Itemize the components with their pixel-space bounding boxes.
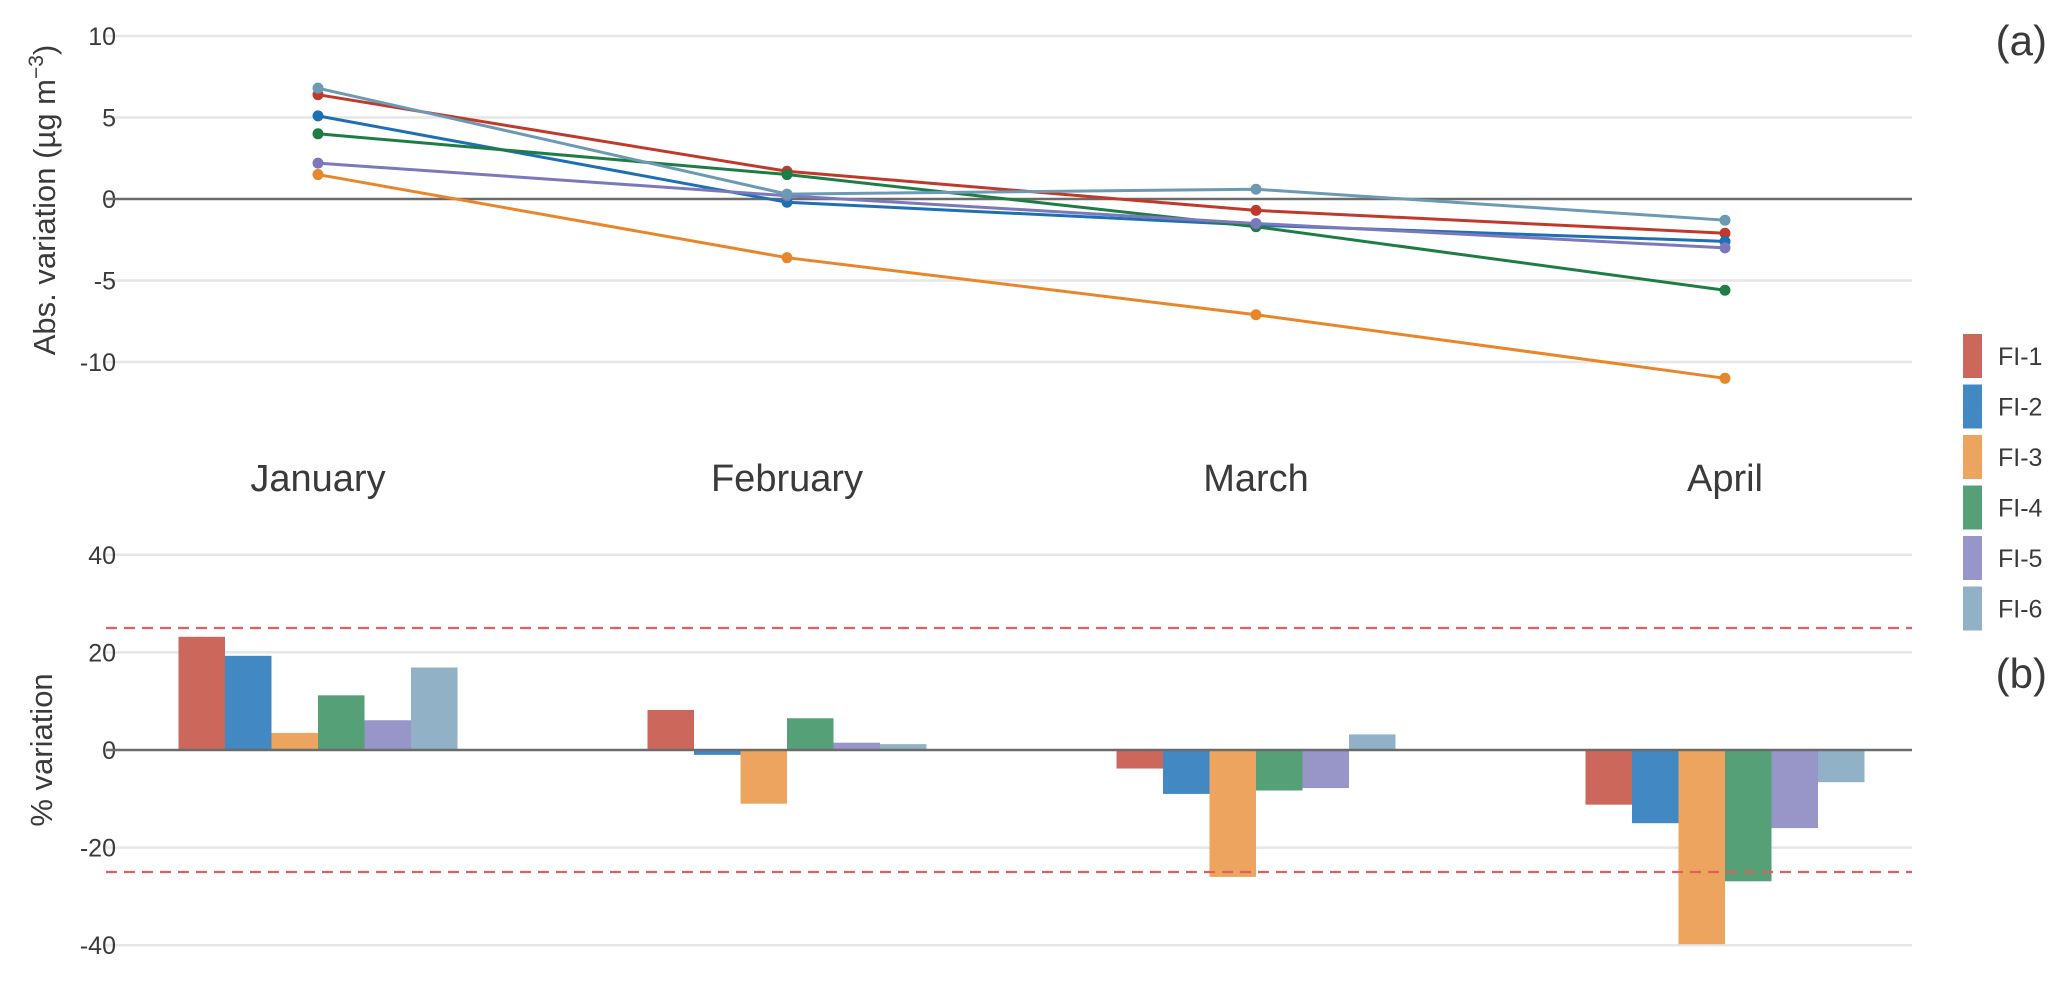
legend-label: FI-6 xyxy=(1998,596,2042,624)
y-axis-label-a: Abs. variation (µg m−3) xyxy=(25,45,62,356)
data-point-FI-2 xyxy=(312,110,324,122)
panel-label-b: (b) xyxy=(1996,650,2047,697)
bar-FI-5 xyxy=(1302,750,1349,789)
data-point-FI-4 xyxy=(781,169,793,181)
bar-FI-4 xyxy=(1725,750,1772,882)
legend-swatch-FI-4 xyxy=(1963,485,1982,530)
x-tick-label: January xyxy=(250,458,385,500)
bar-FI-2 xyxy=(1632,750,1679,824)
panel-label-a: (a) xyxy=(1996,17,2047,64)
bar-FI-6 xyxy=(1818,750,1865,783)
bar-FI-3 xyxy=(1678,750,1725,945)
bar-FI-5 xyxy=(1771,750,1818,829)
legend-label: FI-3 xyxy=(1998,444,2042,472)
bar-FI-3 xyxy=(1209,750,1256,877)
y-tick-label-a: 5 xyxy=(102,105,116,133)
y-tick-label-b: -20 xyxy=(80,835,116,863)
legend-swatch-FI-1 xyxy=(1963,334,1982,378)
series-line-FI-4 xyxy=(317,132,1726,292)
bar-FI-2 xyxy=(694,750,741,755)
series-line-FI-6 xyxy=(317,86,1726,222)
bar-FI-2 xyxy=(225,655,272,750)
legend-swatch-FI-5 xyxy=(1963,536,1982,580)
legend-swatch-FI-2 xyxy=(1963,384,1982,429)
y-tick-label-b: 40 xyxy=(88,542,116,570)
data-point-FI-6 xyxy=(312,82,324,94)
panel-b: 40200-20-40% variation(b) xyxy=(24,542,2047,960)
legend-swatch-FI-6 xyxy=(1963,586,1982,631)
legend-label: FI-2 xyxy=(1998,394,2042,422)
data-point-FI-1 xyxy=(1250,204,1262,216)
legend-swatch-FI-3 xyxy=(1963,435,1982,479)
legend-label: FI-1 xyxy=(1998,343,2042,371)
bar-FI-1 xyxy=(1116,750,1163,769)
series-line-FI-2 xyxy=(317,114,1726,243)
x-tick-label: April xyxy=(1687,458,1763,500)
bar-FI-6 xyxy=(1349,734,1396,750)
bar-FI-4 xyxy=(1256,750,1303,791)
data-point-FI-3 xyxy=(312,169,324,181)
data-point-FI-5 xyxy=(1719,242,1731,254)
data-point-FI-3 xyxy=(781,252,793,264)
bar-FI-6 xyxy=(880,744,927,750)
legend-label: FI-4 xyxy=(1998,495,2043,523)
legend-label: FI-5 xyxy=(1998,545,2042,573)
data-point-FI-5 xyxy=(1250,217,1262,229)
data-point-FI-1 xyxy=(1719,227,1731,239)
y-tick-label-a: -5 xyxy=(94,268,116,296)
x-tick-label: February xyxy=(711,458,863,500)
bar-FI-5 xyxy=(833,742,880,750)
month-labels: January February March April xyxy=(250,458,1763,500)
series-line-FI-3 xyxy=(317,173,1726,380)
bar-FI-5 xyxy=(364,720,411,750)
data-point-FI-5 xyxy=(312,157,324,169)
y-tick-label-b: 20 xyxy=(88,639,116,667)
y-tick-label-a: -10 xyxy=(80,349,116,377)
data-point-FI-4 xyxy=(312,128,324,140)
bar-FI-6 xyxy=(411,667,458,750)
bar-FI-1 xyxy=(647,709,694,750)
data-point-FI-6 xyxy=(1719,214,1731,226)
legend: FI-1 FI-2 FI-3 FI-4 FI-5 FI-6 xyxy=(1963,334,2043,631)
bar-FI-2 xyxy=(1163,750,1210,794)
bar-FI-4 xyxy=(318,695,365,750)
data-point-FI-6 xyxy=(1250,183,1262,195)
bar-FI-3 xyxy=(740,750,787,804)
y-axis-label-b: % variation xyxy=(24,673,59,826)
bar-FI-4 xyxy=(787,718,834,750)
y-tick-label-a: 10 xyxy=(88,23,116,51)
data-point-FI-4 xyxy=(1719,284,1731,296)
y-tick-label-b: -40 xyxy=(80,932,116,960)
bar-FI-1 xyxy=(1585,750,1632,805)
data-point-FI-3 xyxy=(1719,372,1731,384)
bar-FI-3 xyxy=(271,732,318,750)
series-line-FI-5 xyxy=(317,161,1726,250)
bar-FI-1 xyxy=(178,636,225,750)
x-tick-label: March xyxy=(1203,458,1309,500)
data-point-FI-3 xyxy=(1250,309,1262,321)
data-point-FI-6 xyxy=(781,188,793,200)
